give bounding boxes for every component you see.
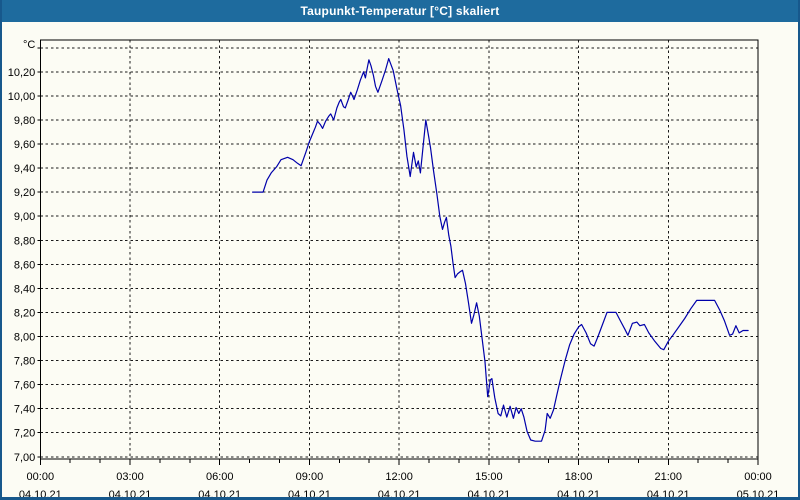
chart-plot-area: 10,20 10,00 9,80 9,60 9,40 9,20 9,00 8,80 8,60 8,… [8, 39, 780, 497]
y-tick-label: 8,80 [14, 235, 35, 247]
x-tick-date-label: 04.10.21 [198, 489, 241, 497]
y-tick-label: 9,20 [14, 187, 35, 199]
y-tick-label: 9,00 [14, 211, 35, 223]
y-tick-label: 9,80 [14, 115, 35, 127]
plot-frame [39, 39, 759, 460]
y-tick-label: 10,00 [8, 91, 36, 103]
x-tick-time-label: 03:00 [116, 471, 144, 483]
x-tick-time-label: 06:00 [206, 471, 234, 483]
x-tick-date-label: 04.10.21 [288, 489, 331, 497]
x-tick-time-label: 09:00 [296, 471, 324, 483]
y-tick-label: 8,60 [14, 259, 35, 271]
x-tick-time-label: 15:00 [475, 471, 503, 483]
x-tick-date-label: 04.10.21 [109, 489, 152, 497]
y-tick-label: 8,40 [14, 283, 35, 295]
x-tick-date-label: 04.10.21 [557, 489, 600, 497]
y-tick-label: 9,40 [14, 163, 35, 175]
window-titlebar: Taupunkt-Temperatur [°C] skaliert [2, 0, 798, 22]
y-axis-unit-label: °C [23, 39, 35, 51]
x-tick-date-label: 04.10.21 [378, 489, 421, 497]
x-tick-date-label: 05.10.21 [737, 489, 780, 497]
x-tick-date-label: 04.10.21 [647, 489, 690, 497]
y-tick-label: 7,60 [14, 380, 35, 392]
x-tick-date-label: 04.10.21 [19, 489, 62, 497]
y-tick-label: 8,00 [14, 332, 35, 344]
x-tick-time-label: 18:00 [565, 471, 593, 483]
y-tick-label: 7,80 [14, 356, 35, 368]
x-tick-time-label: 00:00 [27, 471, 55, 483]
x-tick-time-label: 00:00 [744, 471, 772, 483]
data-series-line [252, 57, 749, 442]
y-tick-label: 9,60 [14, 139, 35, 151]
y-tick-label: 8,20 [14, 307, 35, 319]
y-tick-label: 7,00 [14, 452, 35, 464]
x-tick-date-label: 04.10.21 [467, 489, 510, 497]
x-tick-time-label: 12:00 [385, 471, 413, 483]
chart-title: Taupunkt-Temperatur [°C] skaliert [300, 4, 500, 18]
y-tick-label: 10,20 [8, 67, 36, 79]
x-tick-time-label: 21:00 [655, 471, 683, 483]
y-tick-label: 7,40 [14, 404, 35, 416]
y-tick-label: 7,20 [14, 428, 35, 440]
